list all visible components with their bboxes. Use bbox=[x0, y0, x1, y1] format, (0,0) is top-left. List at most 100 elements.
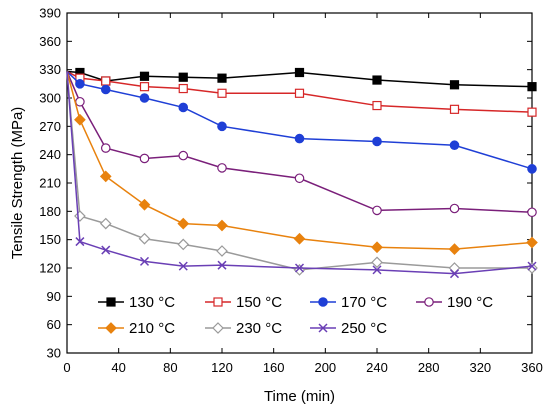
legend: 130 °C 150 °C 170 °C 190 °C 210 °C 230 °C 250 … bbox=[98, 294, 493, 337]
data-point bbox=[449, 80, 460, 90]
series-5 bbox=[66, 71, 538, 255]
data-point bbox=[217, 73, 227, 83]
y-tick-label: 270 bbox=[39, 119, 61, 134]
data-point bbox=[448, 243, 461, 255]
axes: 0 40 80 120 160 200 240 280 320 360 30 60 90 120 150 18… bbox=[39, 6, 543, 376]
series-line bbox=[66, 71, 533, 170]
data-point bbox=[75, 79, 85, 89]
y-tick-label: 60 bbox=[47, 317, 61, 332]
data-point bbox=[75, 96, 85, 107]
data-point bbox=[99, 170, 112, 183]
y-tick-label: 150 bbox=[39, 232, 61, 247]
data-point bbox=[101, 245, 111, 255]
data-point bbox=[372, 205, 382, 216]
x-tick-label: 240 bbox=[366, 360, 388, 375]
data-point bbox=[372, 136, 382, 147]
legend-entry: 250 °C bbox=[310, 320, 387, 337]
data-point bbox=[139, 71, 150, 81]
data-point bbox=[294, 173, 305, 184]
data-point bbox=[100, 143, 111, 153]
legend-label: 170 °C bbox=[341, 294, 387, 311]
series-3 bbox=[66, 71, 537, 174]
data-point bbox=[372, 265, 382, 275]
x-tick-label: 80 bbox=[163, 360, 177, 375]
data-point bbox=[449, 140, 460, 151]
series-line bbox=[66, 70, 533, 113]
data-point bbox=[178, 102, 189, 113]
data-point bbox=[217, 260, 227, 270]
data-point bbox=[449, 104, 460, 114]
series-line bbox=[66, 71, 533, 275]
legend-marker bbox=[318, 323, 328, 333]
legend-marker bbox=[212, 322, 224, 334]
x-tick-label: 320 bbox=[469, 360, 491, 375]
series-1 bbox=[66, 67, 537, 92]
legend-label: 150 °C bbox=[236, 294, 282, 311]
y-tick-label: 30 bbox=[47, 346, 61, 361]
data-point bbox=[74, 113, 86, 126]
legend-marker bbox=[318, 297, 328, 307]
data-point bbox=[294, 263, 305, 273]
data-point bbox=[372, 100, 382, 111]
data-point bbox=[100, 84, 111, 95]
legend-marker bbox=[106, 297, 116, 307]
series-line bbox=[66, 71, 532, 271]
data-point bbox=[294, 88, 305, 98]
series-line bbox=[66, 71, 533, 214]
data-point bbox=[371, 256, 383, 269]
legend-label: 230 °C bbox=[236, 320, 282, 337]
data-point bbox=[178, 261, 188, 271]
data-point bbox=[101, 76, 111, 86]
y-tick-label: 90 bbox=[47, 289, 61, 304]
data-point bbox=[138, 198, 151, 211]
y-tick-label: 300 bbox=[39, 91, 61, 106]
series-line bbox=[66, 71, 533, 250]
data-point bbox=[178, 72, 188, 82]
data-point bbox=[371, 241, 383, 254]
data-point bbox=[527, 207, 537, 218]
data-point bbox=[449, 203, 460, 214]
legend-entry: 150 °C bbox=[205, 294, 282, 311]
data-point bbox=[526, 262, 538, 274]
data-point bbox=[139, 153, 150, 164]
x-axis-title: Time (min) bbox=[264, 388, 335, 405]
data-point bbox=[217, 88, 227, 98]
data-point bbox=[527, 107, 537, 117]
legend-label: 250 °C bbox=[341, 320, 387, 337]
legend-label: 130 °C bbox=[129, 294, 175, 311]
x-tick-label: 40 bbox=[111, 360, 125, 375]
legend-label: 210 °C bbox=[129, 320, 175, 337]
data-point bbox=[177, 217, 190, 230]
y-tick-label: 360 bbox=[39, 34, 61, 49]
data-point bbox=[217, 121, 227, 132]
data-point bbox=[139, 82, 150, 92]
y-tick-label: 240 bbox=[39, 147, 61, 162]
data-point bbox=[527, 82, 537, 92]
series-line bbox=[66, 70, 533, 88]
data-point bbox=[139, 93, 150, 103]
data-point bbox=[138, 232, 151, 245]
x-tick-label: 160 bbox=[263, 360, 285, 375]
legend-marker bbox=[424, 297, 434, 307]
data-point bbox=[294, 67, 305, 78]
legend-entry: 130 °C bbox=[98, 294, 175, 311]
data-point bbox=[216, 245, 228, 257]
legend-entry: 170 °C bbox=[310, 294, 387, 311]
legend-marker bbox=[105, 322, 117, 334]
data-point bbox=[527, 164, 537, 174]
x-tick-label: 120 bbox=[211, 360, 233, 375]
data-point bbox=[372, 75, 382, 85]
data-point bbox=[177, 238, 190, 251]
y-tick-label: 330 bbox=[39, 62, 61, 77]
x-tick-label: 200 bbox=[314, 360, 336, 375]
data-point bbox=[216, 219, 228, 232]
legend-label: 190 °C bbox=[447, 294, 493, 311]
data-point bbox=[99, 217, 112, 230]
series-lines bbox=[66, 67, 538, 279]
x-tick-label: 0 bbox=[63, 360, 70, 375]
y-tick-label: 120 bbox=[39, 261, 61, 276]
data-point bbox=[294, 133, 305, 144]
series-6 bbox=[66, 71, 538, 276]
series-2 bbox=[66, 70, 537, 117]
